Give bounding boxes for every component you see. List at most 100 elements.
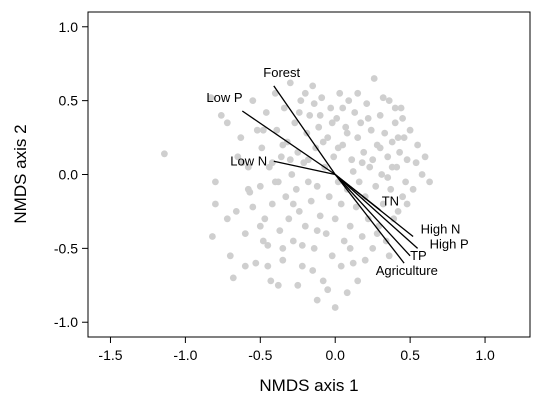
data-point — [298, 262, 306, 270]
data-point — [313, 227, 321, 235]
vector-line — [334, 174, 411, 257]
data-point — [348, 156, 356, 164]
data-point — [331, 304, 339, 311]
vector-label: Forest — [263, 65, 300, 80]
y-tick-label: -0.5 — [54, 240, 78, 256]
data-point — [333, 115, 341, 122]
data-point — [252, 259, 260, 267]
data-point — [313, 296, 321, 304]
x-tick-label: -1.0 — [173, 347, 197, 363]
data-point — [309, 267, 317, 274]
data-point — [376, 144, 384, 152]
data-point — [369, 156, 377, 164]
data-point — [315, 123, 323, 131]
data-point — [295, 109, 303, 116]
y-tick-label: -1.0 — [54, 314, 78, 330]
data-point — [391, 119, 399, 127]
data-point — [358, 233, 366, 240]
data-point — [354, 134, 362, 142]
data-point — [328, 252, 336, 260]
data-point — [364, 115, 372, 122]
data-point — [342, 123, 350, 131]
data-point — [286, 79, 294, 87]
data-point — [340, 237, 348, 245]
data-point — [402, 178, 409, 186]
data-point — [310, 245, 318, 252]
x-axis-ticks: -1.5 -1.0 -0.5 0.0 0.5 1.0 — [98, 337, 495, 363]
data-point — [379, 94, 387, 102]
data-point — [259, 237, 267, 245]
data-point — [354, 277, 362, 285]
data-point — [414, 141, 421, 149]
x-tick-label: 0.5 — [400, 347, 420, 363]
data-point — [409, 185, 417, 193]
data-point — [343, 289, 351, 297]
data-point — [361, 193, 369, 201]
vector-line — [241, 110, 336, 176]
vector-label: High N — [421, 222, 461, 237]
data-point — [256, 222, 264, 230]
vector-line — [334, 173, 414, 238]
data-point — [241, 230, 249, 238]
data-point — [297, 97, 305, 104]
data-point — [289, 200, 297, 208]
y-tick-label: 1.0 — [59, 19, 79, 35]
data-point — [397, 104, 405, 112]
vector-label: High P — [430, 236, 469, 251]
data-point — [345, 97, 353, 104]
data-point — [316, 112, 324, 119]
data-point — [399, 193, 406, 201]
data-point — [276, 227, 284, 235]
data-point — [337, 262, 345, 270]
data-point — [366, 163, 374, 171]
data-point — [316, 212, 324, 220]
data-point — [358, 159, 366, 167]
data-point — [336, 89, 344, 97]
data-point — [313, 182, 321, 190]
data-point — [217, 112, 225, 119]
data-point — [280, 104, 288, 112]
data-point — [399, 115, 406, 122]
data-point — [370, 75, 378, 82]
data-point — [385, 97, 393, 104]
data-point — [306, 112, 314, 119]
data-point — [387, 185, 395, 193]
data-point — [279, 141, 287, 149]
vector-label: Agriculture — [376, 263, 438, 278]
x-tick-label: 0.0 — [325, 347, 345, 363]
data-point — [384, 174, 392, 181]
data-point — [259, 126, 267, 134]
data-point — [396, 148, 403, 156]
vector-line — [334, 174, 419, 249]
data-point — [334, 144, 342, 152]
data-point — [363, 100, 371, 107]
data-point — [301, 222, 309, 230]
data-point — [212, 178, 219, 186]
data-point — [223, 215, 231, 223]
data-point — [327, 104, 335, 112]
data-point — [279, 256, 287, 264]
data-point — [244, 185, 252, 193]
data-point — [261, 215, 269, 223]
data-point — [264, 262, 272, 270]
data-point — [322, 230, 330, 238]
data-point — [291, 119, 299, 127]
x-tick-label: -0.5 — [248, 347, 272, 363]
data-point — [339, 104, 347, 112]
data-point — [249, 203, 257, 211]
data-point — [295, 208, 303, 215]
data-point — [376, 112, 384, 119]
data-point — [388, 138, 396, 146]
data-point — [391, 104, 399, 112]
vector-line — [273, 160, 336, 176]
data-point — [292, 185, 300, 193]
data-point — [385, 252, 393, 260]
data-point — [232, 208, 240, 215]
data-point — [349, 259, 357, 267]
data-point — [267, 277, 275, 285]
data-point — [249, 97, 257, 104]
data-point — [268, 200, 276, 208]
data-point — [331, 215, 339, 223]
